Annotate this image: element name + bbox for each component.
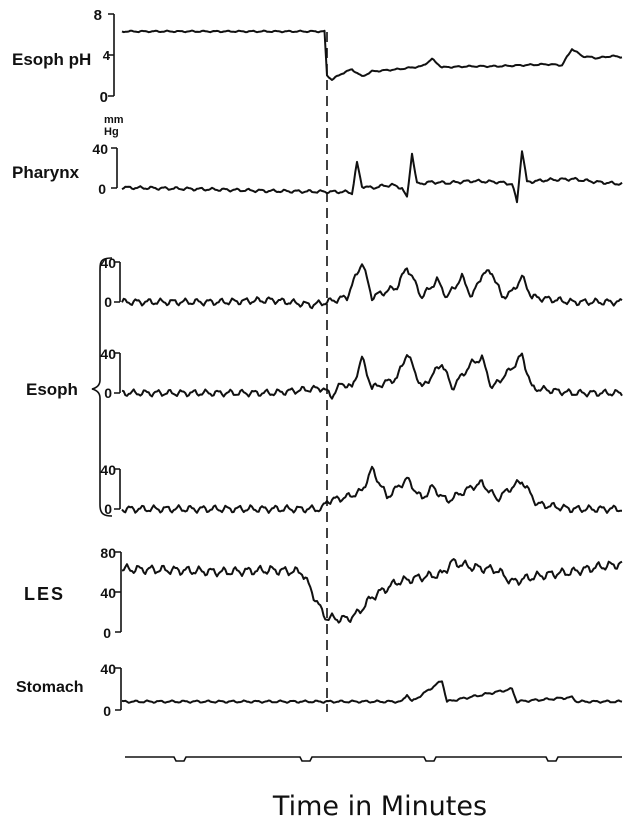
ph-tick-top: 8: [94, 7, 102, 24]
esoph1-tick-0: 0: [104, 294, 112, 310]
les-tick-40: 40: [100, 585, 116, 601]
les-tick-0: 0: [103, 625, 111, 641]
esoph-brace: [91, 257, 113, 517]
pharynx-tick-40: 40: [92, 141, 108, 157]
stomach-axis: 40 0: [100, 661, 122, 719]
stomach-tick-0: 0: [103, 703, 111, 719]
trace-5: [121, 558, 623, 624]
esoph3-tick-40: 40: [100, 462, 116, 478]
ph-tick-bottom: 0: [100, 89, 108, 106]
esoph1-axis: 40 0: [100, 255, 121, 310]
traces: [121, 29, 623, 704]
ph-label: Esoph pH: [12, 50, 91, 69]
stomach-tick-40: 40: [100, 661, 116, 677]
unit-mm: mm: [104, 114, 124, 126]
esoph3-axis: 40 0: [100, 462, 121, 517]
trace-3: [121, 352, 623, 400]
ph-tick-mid: 4: [103, 48, 111, 63]
esoph-label: Esoph: [26, 380, 78, 399]
esoph2-tick-40: 40: [100, 346, 116, 362]
stomach-label: Stomach: [16, 679, 84, 696]
esoph2-axis: 40 0: [100, 346, 121, 401]
unit-hg: Hg: [104, 126, 119, 138]
esoph3-tick-0: 0: [104, 501, 112, 517]
trace-1: [121, 150, 623, 204]
trace-2: [121, 263, 623, 310]
les-label: LES: [24, 584, 65, 604]
trace-0: [121, 29, 623, 81]
time-marker-line: [125, 756, 622, 762]
pharynx-axis: 40 0: [92, 141, 118, 197]
trace-6: [121, 680, 623, 704]
ph-axis: 8 4 0: [94, 7, 115, 106]
les-tick-80: 80: [100, 545, 116, 561]
les-axis: 80 40 0: [100, 545, 122, 641]
pharynx-label: Pharynx: [12, 163, 80, 182]
trace-4: [121, 465, 622, 514]
x-axis-label: Time in Minutes: [272, 791, 487, 822]
pharynx-tick-0: 0: [98, 181, 106, 197]
esoph2-tick-0: 0: [104, 385, 112, 401]
